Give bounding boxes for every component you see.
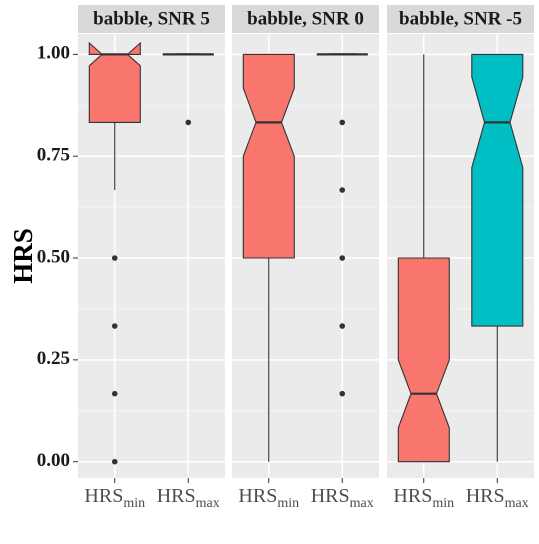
outlier-point — [111, 458, 118, 465]
facet-title: babble, SNR 0 — [247, 8, 364, 29]
x-tick-label-base: HRS — [466, 485, 505, 507]
facet-strip — [78, 5, 225, 33]
x-tick-label: HRSmax — [157, 485, 220, 511]
box-min — [88, 41, 141, 465]
box-body — [397, 257, 450, 463]
x-tick-label: HRSmin — [238, 485, 299, 511]
x-tick-label-base: HRS — [84, 485, 123, 507]
box-max — [162, 53, 214, 126]
box-max — [471, 53, 524, 462]
x-tick-label: HRSmin — [84, 485, 145, 511]
outlier-point — [339, 119, 346, 126]
x-tick-label: HRSmin — [393, 485, 454, 511]
x-tick-label-base: HRS — [238, 485, 277, 507]
facet-strip — [232, 5, 379, 33]
outlier-point — [339, 255, 346, 261]
outlier-point — [339, 187, 346, 193]
x-tick-label-base: HRS — [311, 485, 350, 507]
box-min — [397, 54, 450, 463]
box-body — [242, 53, 295, 259]
y-tick-label: 0.50 — [37, 246, 70, 267]
x-tick-label-subscript: max — [350, 496, 374, 511]
y-axis-label: HRS — [8, 228, 38, 284]
box-body — [471, 53, 524, 327]
y-tick-label: 1.00 — [37, 43, 70, 64]
outlier-point — [339, 323, 346, 329]
outlier-point — [111, 390, 118, 397]
box-body — [88, 41, 141, 123]
y-tick-label: 0.00 — [37, 450, 70, 471]
box-max — [316, 53, 368, 397]
x-tick-label-subscript: max — [505, 496, 529, 511]
x-tick-label: HRSmax — [311, 485, 374, 511]
facet-title: babble, SNR -5 — [399, 8, 522, 29]
x-tick-label-subscript: min — [432, 496, 454, 511]
x-tick-label-subscript: min — [277, 496, 299, 511]
outlier-point — [111, 255, 118, 261]
x-tick-label-subscript: max — [196, 496, 220, 511]
outlier-point — [339, 390, 346, 397]
facet-title: babble, SNR 5 — [93, 8, 210, 29]
y-tick-label: 0.25 — [37, 348, 70, 369]
x-tick-label-base: HRS — [393, 485, 432, 507]
box-min — [242, 53, 295, 462]
x-tick-label: HRSmax — [466, 485, 529, 511]
x-tick-label-base: HRS — [157, 485, 196, 507]
facet-strip — [387, 5, 534, 33]
outlier-point — [111, 323, 118, 329]
y-tick-label: 0.75 — [37, 145, 70, 166]
x-tick-label-subscript: min — [123, 496, 145, 511]
outlier-point — [185, 119, 192, 126]
